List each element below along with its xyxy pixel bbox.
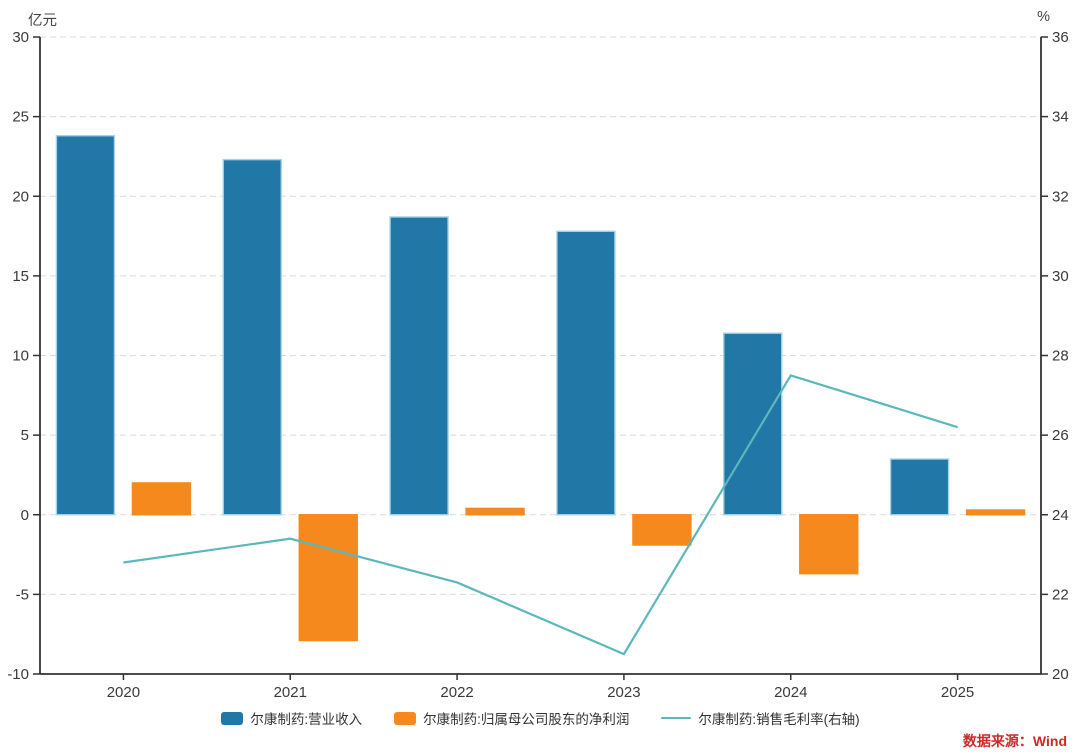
- gross-margin-legend-line-icon: [661, 717, 692, 719]
- revenue-bar-2021: [222, 158, 282, 516]
- revenue-bar-2025: [889, 458, 950, 516]
- x-axis-label: 2021: [274, 684, 307, 701]
- right-axis-tick-label: 20: [1052, 666, 1069, 683]
- net-profit-bar-2023: [632, 514, 692, 546]
- right-axis-unit-label: %: [1037, 9, 1050, 25]
- legend-label-gross-margin: 尔康制药:销售毛利率(右轴): [698, 712, 860, 727]
- x-axis-label: 2022: [440, 684, 473, 701]
- gross-margin-line: [123, 374, 958, 656]
- right-axis-tick-label: 30: [1052, 268, 1069, 285]
- x-axis-label: 2020: [107, 684, 140, 701]
- revenue-bar-2023: [556, 230, 616, 516]
- left-axis-tick-label: -10: [7, 666, 29, 683]
- left-axis-tick-label: 5: [21, 427, 29, 444]
- legend-label-net-profit: 尔康制药:归属母公司股东的净利润: [423, 712, 630, 727]
- left-axis-unit-label: 亿元: [28, 13, 57, 29]
- revenue-bar-2022: [389, 216, 449, 516]
- right-axis-tick-label: 28: [1052, 348, 1069, 365]
- net-profit-bar-2025: [965, 509, 1026, 516]
- net-profit-bar-2022: [465, 507, 525, 516]
- x-axis-label: 2023: [607, 684, 640, 701]
- left-axis-tick-label: 15: [12, 268, 29, 285]
- net-profit-bar-2024: [799, 514, 859, 575]
- left-axis-tick-label: 10: [12, 348, 29, 365]
- right-axis-tick-label: 36: [1052, 29, 1069, 46]
- left-axis-tick-label: 0: [21, 507, 29, 524]
- x-axis-label: 2025: [941, 684, 974, 701]
- legend-item-revenue: 尔康制药:营业收入: [221, 708, 362, 728]
- right-axis-tick-label: 32: [1052, 188, 1069, 205]
- legend-item-net-profit: 尔康制药:归属母公司股东的净利润: [394, 708, 629, 728]
- legend-item-gross-margin: 尔康制药:销售毛利率(右轴): [661, 708, 860, 728]
- right-axis-tick-label: 22: [1052, 586, 1069, 603]
- left-axis-tick-label: 30: [12, 29, 29, 46]
- right-axis-tick-label: 26: [1052, 427, 1069, 444]
- right-axis-tick-label: 24: [1052, 507, 1069, 524]
- data-source-note: 数据来源：Wind: [962, 733, 1067, 749]
- revenue-bar-2020: [55, 135, 116, 516]
- right-axis-tick-label: 34: [1052, 109, 1069, 126]
- x-axis-label: 2024: [774, 684, 807, 701]
- revenue-legend-swatch-icon: [221, 711, 244, 725]
- left-axis-tick-label: 25: [12, 109, 29, 126]
- legend: 尔康制药:营业收入 尔康制药:归属母公司股东的净利润 尔康制药:销售毛利率(右轴…: [0, 707, 1081, 729]
- net-profit-bar-2021: [298, 514, 358, 642]
- legend-label-revenue: 尔康制药:营业收入: [250, 712, 363, 727]
- left-axis-tick-label: -5: [16, 586, 29, 603]
- revenue-bar-2024: [723, 332, 783, 516]
- net-profit-legend-swatch-icon: [394, 711, 417, 725]
- net-profit-bar-2020: [131, 482, 192, 516]
- left-axis-tick-label: 20: [12, 188, 29, 205]
